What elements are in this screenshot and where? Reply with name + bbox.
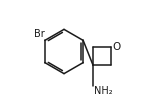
Text: NH₂: NH₂ [94,86,112,96]
Text: Br: Br [34,29,44,39]
Text: O: O [112,42,121,52]
